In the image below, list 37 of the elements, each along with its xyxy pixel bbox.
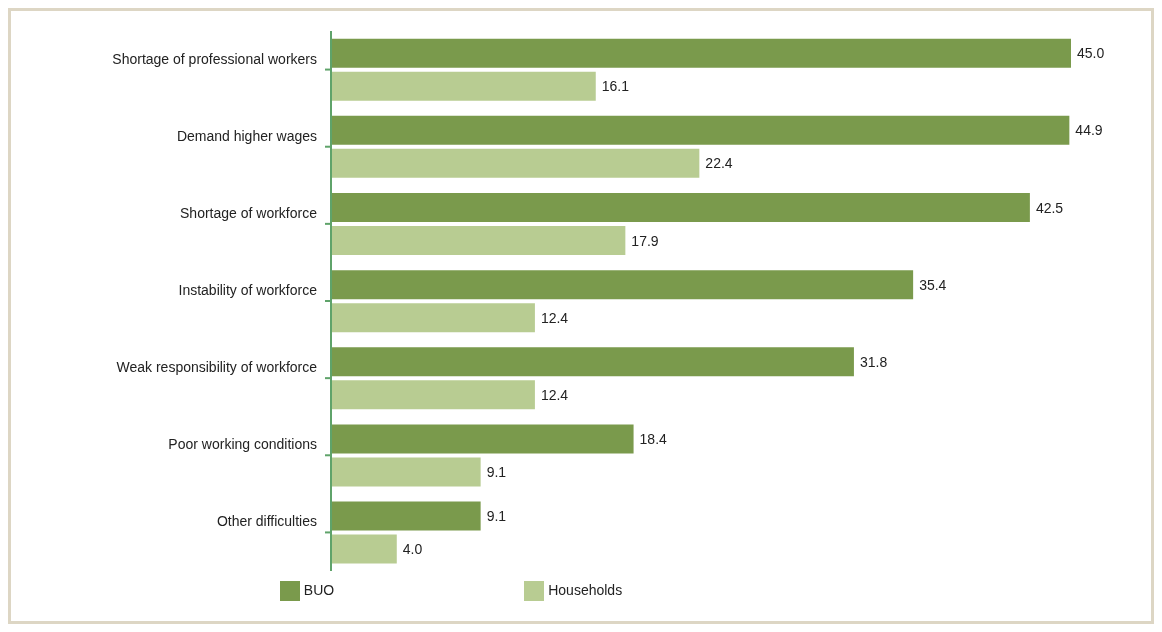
bar — [331, 148, 700, 178]
y-tick-label: Other difficulties — [216, 513, 317, 530]
y-tick-label: Shortage of workforce — [180, 204, 318, 221]
bar — [331, 380, 535, 410]
bar — [331, 226, 626, 255]
y-tick-label: Instability of workforce — [178, 282, 318, 298]
data-label: 31.8 — [859, 353, 888, 370]
y-tick-label: Shortage of professional workers — [112, 50, 317, 67]
data-label: 45.0 — [1077, 45, 1105, 62]
legend-label: BUO — [303, 581, 335, 598]
bar — [331, 501, 481, 531]
bar — [331, 270, 914, 300]
bar — [331, 347, 854, 377]
legend-label: Households — [548, 581, 623, 598]
bar — [331, 534, 397, 564]
data-label: 12.4 — [540, 386, 569, 403]
bar — [331, 38, 1071, 68]
data-label: 12.4 — [540, 309, 569, 326]
data-label: 9.1 — [486, 463, 507, 480]
data-label: 18.4 — [639, 430, 668, 447]
data-label: 44.9 — [1075, 122, 1103, 139]
data-label: 9.1 — [486, 508, 507, 525]
y-tick-label: Poor working conditions — [168, 436, 317, 453]
y-tick-label: Weak responsibility of workforce — [116, 359, 318, 376]
data-label: 22.4 — [705, 155, 733, 172]
bar — [331, 303, 535, 333]
data-label: 4.0 — [402, 541, 423, 558]
bar — [331, 457, 481, 487]
data-label: 17.9 — [631, 232, 659, 249]
y-tick-label: Demand higher wages — [176, 127, 317, 144]
data-label: 16.1 — [601, 78, 630, 95]
bar — [331, 71, 596, 101]
bar — [331, 193, 1030, 222]
bar — [331, 424, 634, 454]
bar — [331, 115, 1070, 145]
data-label: 35.4 — [919, 276, 947, 293]
data-label: 42.5 — [1035, 199, 1064, 216]
